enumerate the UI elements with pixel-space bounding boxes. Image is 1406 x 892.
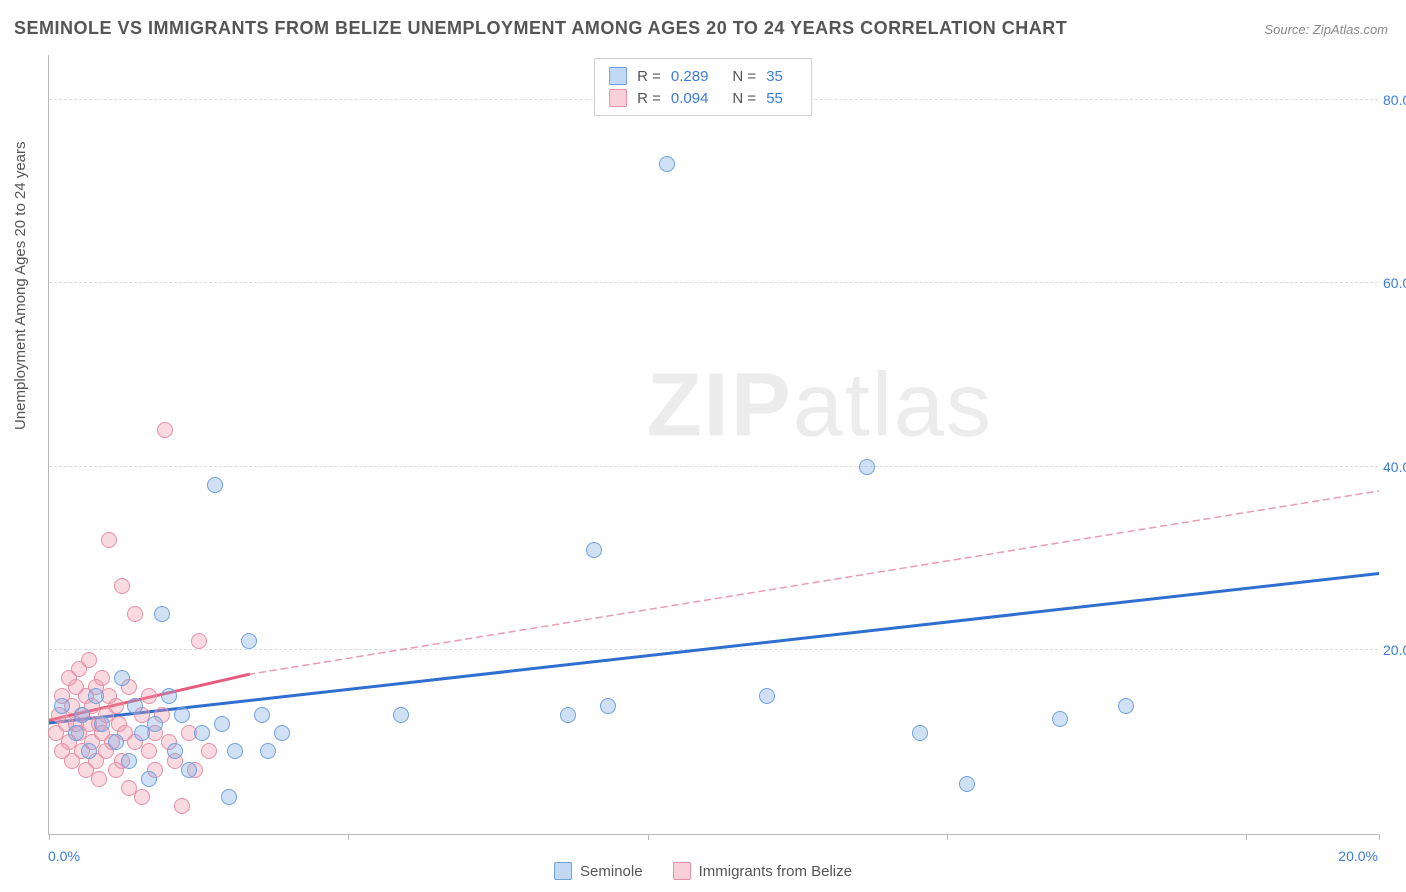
chart-source: Source: ZipAtlas.com bbox=[1264, 22, 1388, 37]
data-point bbox=[127, 606, 143, 622]
x-tick bbox=[1379, 834, 1380, 840]
data-point bbox=[74, 707, 90, 723]
data-point bbox=[101, 532, 117, 548]
watermark-bold: ZIP bbox=[647, 355, 793, 455]
y-tick-label: 20.0% bbox=[1383, 642, 1406, 658]
data-point bbox=[157, 422, 173, 438]
r-label: R = bbox=[637, 90, 661, 107]
plot-area: ZIPatlas 20.0%40.0%60.0%80.0% bbox=[48, 55, 1378, 835]
data-point bbox=[88, 688, 104, 704]
n-label: N = bbox=[732, 90, 756, 107]
data-point bbox=[191, 633, 207, 649]
data-point bbox=[254, 707, 270, 723]
data-point bbox=[81, 652, 97, 668]
data-point bbox=[274, 725, 290, 741]
data-point bbox=[81, 743, 97, 759]
y-tick-label: 60.0% bbox=[1383, 275, 1406, 291]
n-value-seminole: 35 bbox=[766, 68, 783, 85]
series-legend: Seminole Immigrants from Belize bbox=[554, 862, 852, 880]
data-point bbox=[174, 707, 190, 723]
data-point bbox=[91, 771, 107, 787]
swatch-pink-icon bbox=[673, 862, 691, 880]
watermark: ZIPatlas bbox=[647, 354, 993, 457]
gridline bbox=[49, 466, 1378, 467]
data-point bbox=[959, 776, 975, 792]
data-point bbox=[114, 578, 130, 594]
data-point bbox=[759, 688, 775, 704]
data-point bbox=[108, 734, 124, 750]
data-point bbox=[94, 670, 110, 686]
data-point bbox=[134, 789, 150, 805]
data-point bbox=[94, 716, 110, 732]
r-value-seminole: 0.289 bbox=[671, 68, 709, 85]
n-value-belize: 55 bbox=[766, 90, 783, 107]
data-point bbox=[141, 743, 157, 759]
n-label: N = bbox=[732, 68, 756, 85]
swatch-blue-icon bbox=[554, 862, 572, 880]
data-point bbox=[167, 743, 183, 759]
data-point bbox=[114, 670, 130, 686]
legend-item-belize: Immigrants from Belize bbox=[673, 862, 852, 880]
data-point bbox=[600, 698, 616, 714]
data-point bbox=[586, 542, 602, 558]
data-point bbox=[121, 753, 137, 769]
data-point bbox=[659, 156, 675, 172]
data-point bbox=[859, 459, 875, 475]
data-point bbox=[1118, 698, 1134, 714]
legend-row-seminole: R = 0.289 N = 35 bbox=[609, 65, 797, 87]
x-tick bbox=[947, 834, 948, 840]
x-tick bbox=[348, 834, 349, 840]
x-tick bbox=[49, 834, 50, 840]
data-point bbox=[141, 688, 157, 704]
data-point bbox=[68, 725, 84, 741]
data-point bbox=[207, 477, 223, 493]
data-point bbox=[1052, 711, 1068, 727]
x-tick bbox=[648, 834, 649, 840]
x-tick bbox=[1246, 834, 1247, 840]
y-axis-label: Unemployment Among Ages 20 to 24 years bbox=[12, 141, 29, 430]
data-point bbox=[214, 716, 230, 732]
gridline bbox=[49, 282, 1378, 283]
legend-label-seminole: Seminole bbox=[580, 863, 643, 880]
data-point bbox=[201, 743, 217, 759]
data-point bbox=[560, 707, 576, 723]
y-tick-label: 40.0% bbox=[1383, 459, 1406, 475]
swatch-blue-icon bbox=[609, 67, 627, 85]
data-point bbox=[108, 698, 124, 714]
data-point bbox=[181, 762, 197, 778]
data-point bbox=[54, 698, 70, 714]
data-point bbox=[154, 606, 170, 622]
swatch-pink-icon bbox=[609, 89, 627, 107]
gridline bbox=[49, 649, 1378, 650]
data-point bbox=[141, 771, 157, 787]
data-point bbox=[161, 688, 177, 704]
x-tick-min: 0.0% bbox=[48, 848, 80, 864]
watermark-light: atlas bbox=[793, 355, 993, 455]
data-point bbox=[221, 789, 237, 805]
data-point bbox=[194, 725, 210, 741]
r-label: R = bbox=[637, 68, 661, 85]
x-tick-max: 20.0% bbox=[1338, 848, 1378, 864]
data-point bbox=[393, 707, 409, 723]
r-value-belize: 0.094 bbox=[671, 90, 709, 107]
data-point bbox=[174, 798, 190, 814]
y-tick-label: 80.0% bbox=[1383, 92, 1406, 108]
trend-lines bbox=[49, 55, 1379, 835]
data-point bbox=[227, 743, 243, 759]
data-point bbox=[127, 698, 143, 714]
data-point bbox=[241, 633, 257, 649]
legend-item-seminole: Seminole bbox=[554, 862, 643, 880]
data-point bbox=[912, 725, 928, 741]
correlation-legend: R = 0.289 N = 35 R = 0.094 N = 55 bbox=[594, 58, 812, 116]
legend-label-belize: Immigrants from Belize bbox=[699, 863, 852, 880]
data-point bbox=[147, 716, 163, 732]
legend-row-belize: R = 0.094 N = 55 bbox=[609, 87, 797, 109]
data-point bbox=[260, 743, 276, 759]
chart-title: SEMINOLE VS IMMIGRANTS FROM BELIZE UNEMP… bbox=[14, 18, 1067, 39]
